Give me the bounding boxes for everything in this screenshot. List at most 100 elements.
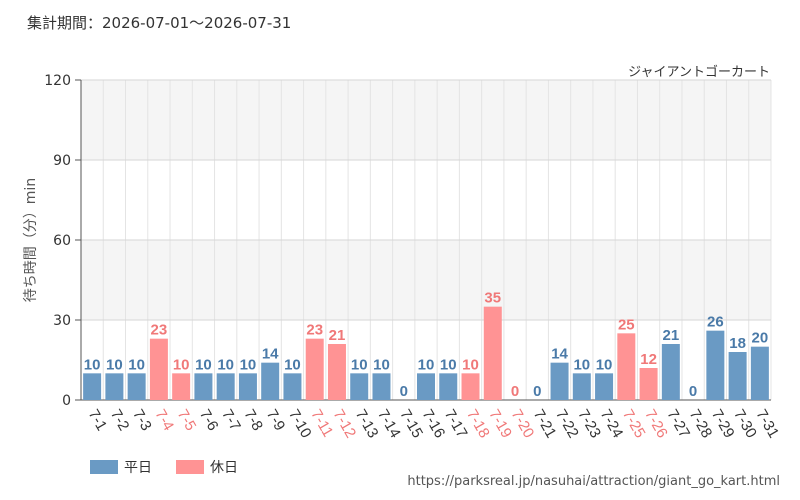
x-tick-label: 7-23 [574,407,604,442]
bar [750,346,769,400]
data-label: 21 [662,327,679,344]
bar [372,373,391,400]
x-tick-label: 7-20 [508,407,538,442]
x-tick-label: 7-25 [619,407,649,442]
data-label: 20 [752,330,769,347]
bar [149,338,168,400]
bar [639,368,658,400]
data-label: 23 [151,322,168,339]
data-label: 26 [707,314,724,331]
x-tick-label: 7-2 [107,407,133,434]
x-tick-label: 7-1 [85,407,111,434]
x-tick-label: 7-6 [196,407,222,434]
bar [439,373,458,400]
data-label: 10 [284,356,301,373]
bar [172,373,191,400]
data-label: 10 [462,356,479,373]
data-label: 12 [640,351,657,368]
data-label: 21 [329,327,346,344]
data-label: 14 [262,346,279,363]
data-label: 10 [173,356,190,373]
data-label: 10 [240,356,257,373]
x-tick-label: 7-9 [263,407,289,434]
x-tick-label: 7-21 [530,407,560,442]
plot-band [81,240,771,320]
bar [127,373,146,400]
bar [238,373,257,400]
data-label: 10 [418,356,435,373]
x-tick-label: 7-13 [352,407,382,442]
x-tick-label: 7-3 [129,407,155,434]
data-label: 0 [400,383,408,400]
plot-band [81,160,771,240]
bar [216,373,235,400]
x-tick-label: 7-10 [285,407,315,442]
x-tick-label: 7-28 [686,407,716,442]
data-label: 10 [573,356,590,373]
plot-band [81,80,771,160]
attraction-name: ジャイアントゴーカート [628,65,770,80]
data-label: 10 [217,356,234,373]
x-tick-label: 7-27 [663,407,693,442]
x-tick-label: 7-31 [752,407,782,442]
data-label: 25 [618,316,635,333]
bar [550,362,569,400]
bar [483,306,502,400]
bar [261,362,280,400]
x-tick-label: 7-16 [419,407,449,442]
bar [327,344,346,400]
y-tick-label: 0 [62,393,71,409]
y-axis-label: 待ち時間（分）min [23,178,39,302]
x-tick-label: 7-11 [307,407,336,441]
data-label: 0 [511,383,519,400]
y-tick-label: 30 [53,313,71,329]
data-label: 10 [106,356,123,373]
bar [572,373,591,400]
bar [83,373,102,400]
data-label: 0 [533,383,541,400]
bar [105,373,124,400]
source-url[interactable]: https://parksreal.jp/nasuhai/attraction/… [407,474,780,489]
legend-label-weekday: 平日 [124,460,152,476]
bar [417,373,435,400]
x-tick-label: 7-24 [597,407,627,442]
data-label: 10 [195,356,212,373]
bar [595,373,614,400]
x-tick-label: 7-14 [374,407,404,442]
bar [194,373,213,400]
collection-period: 集計期間：2026-07-01～2026-07-31 [27,14,292,32]
x-tick-label: 7-8 [240,407,266,434]
x-tick-label: 7-4 [151,407,177,434]
bar [728,352,747,400]
legend-swatch-weekday [90,460,118,474]
bar [661,344,680,400]
data-label: 10 [84,356,101,373]
legend: 平日 休日 [90,457,238,477]
x-tick-label: 7-15 [396,407,426,442]
data-label: 35 [484,290,501,307]
y-tick-label: 120 [44,73,71,89]
data-label: 18 [729,335,746,352]
x-tick-label: 7-22 [552,407,582,442]
data-label: 0 [689,383,697,400]
data-label: 10 [373,356,390,373]
bar [283,373,302,400]
x-tick-label: 7-19 [485,407,515,442]
bar [350,373,369,400]
x-tick-label: 7-17 [441,407,471,442]
legend-label-holiday: 休日 [210,460,238,476]
data-label: 10 [128,356,145,373]
x-tick-label: 7-29 [708,407,738,442]
legend-item-holiday: 休日 [176,457,238,477]
bar [706,330,725,400]
x-tick-label: 7-30 [730,407,760,442]
bar [617,333,636,400]
legend-item-weekday: 平日 [90,457,152,477]
data-label: 23 [306,322,323,339]
x-tick-label: 7-7 [218,407,244,434]
y-tick-label: 60 [53,233,71,249]
bar [305,338,324,400]
x-tick-label: 7-18 [463,407,493,442]
x-tick-label: 7-12 [330,407,360,442]
